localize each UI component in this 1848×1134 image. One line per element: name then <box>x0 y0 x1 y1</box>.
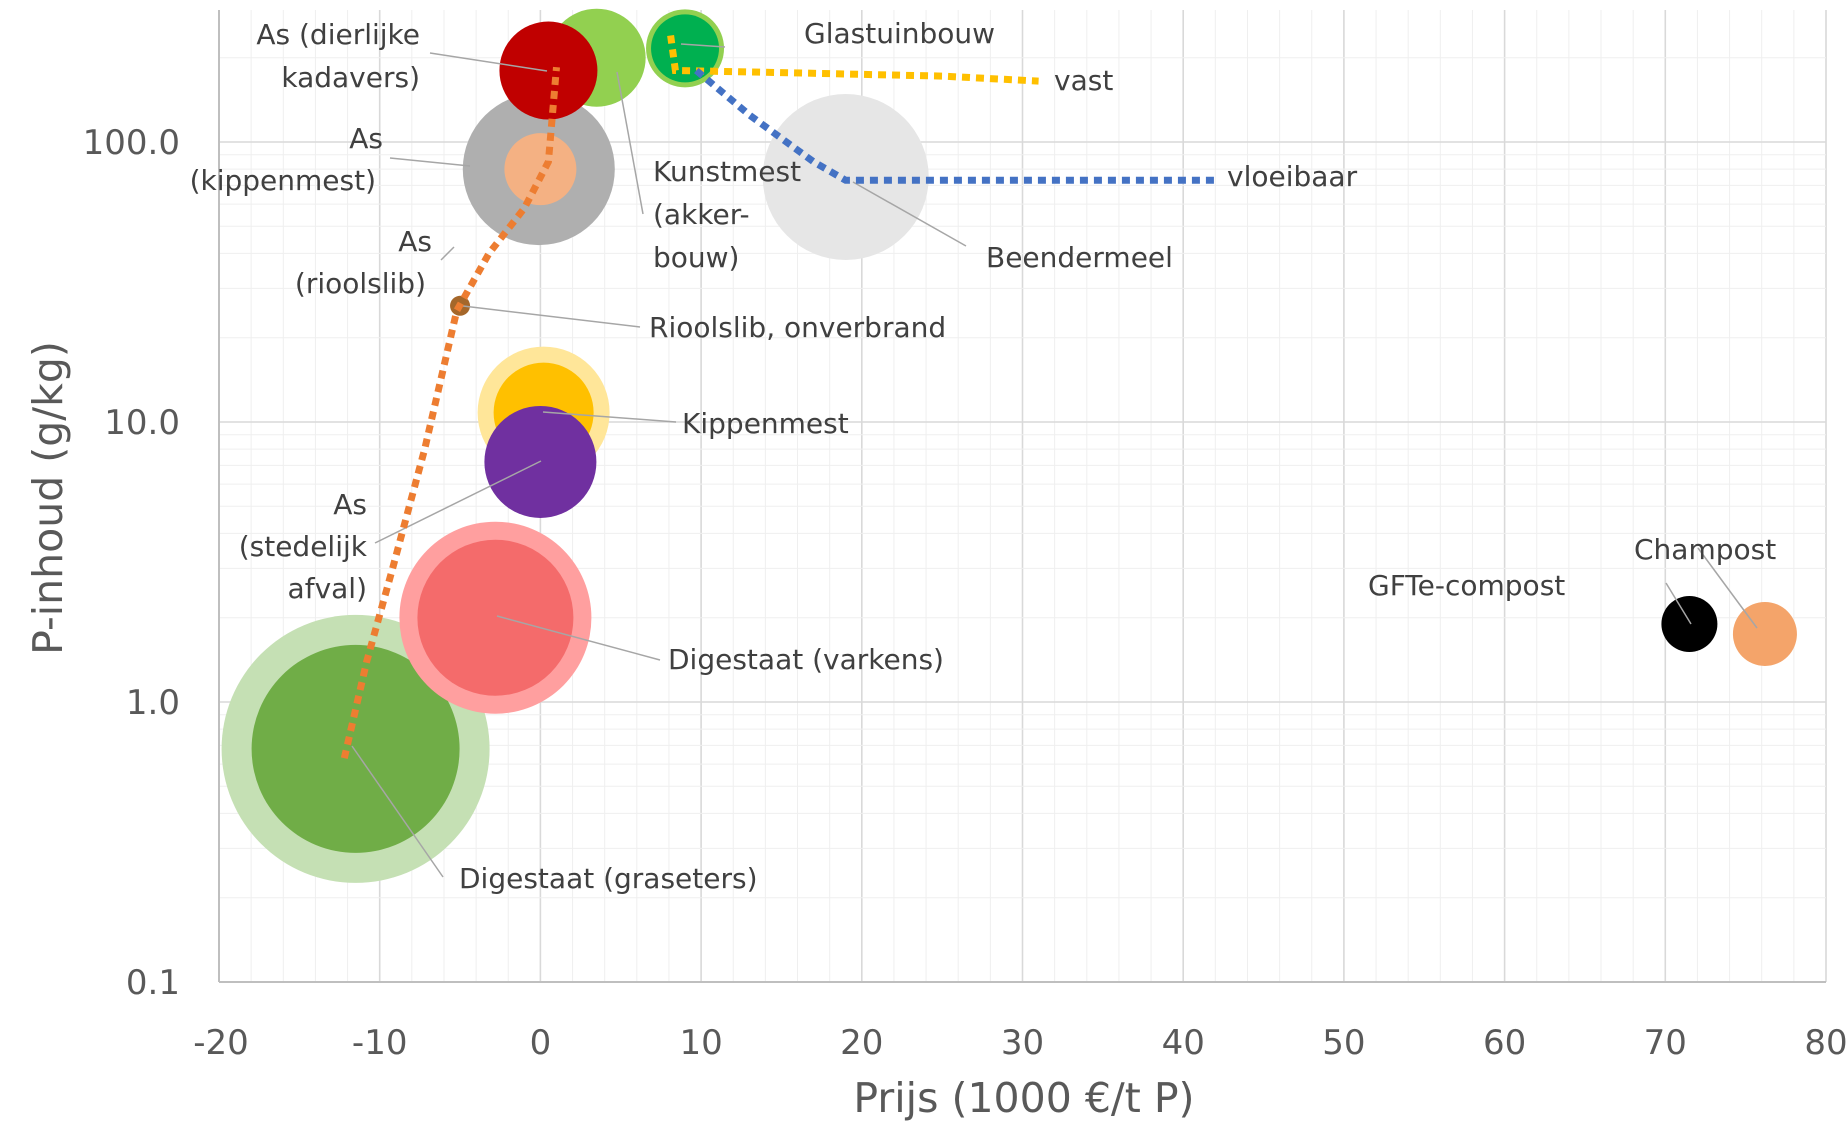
y-tick-label: 100.0 <box>83 123 180 163</box>
point-label: (kippenmest) <box>190 164 376 197</box>
y-axis-title: P-inhoud (g/kg) <box>24 341 72 655</box>
x-tick-label: 10 <box>679 1023 722 1063</box>
leader-line <box>462 305 641 328</box>
x-axis-title: Prijs (1000 €/t P) <box>853 1074 1194 1122</box>
leader-line <box>1665 582 1692 625</box>
point-label: As <box>349 122 383 155</box>
leader-line <box>616 71 644 215</box>
point-label: As <box>333 488 367 521</box>
x-tick-label: 80 <box>1804 1023 1847 1063</box>
leader-line <box>852 181 967 247</box>
leader-lines <box>351 43 1758 878</box>
bubble-point <box>651 14 720 83</box>
bubble-point <box>417 539 574 696</box>
leader-line <box>374 460 542 544</box>
point-label: bouw) <box>653 241 739 274</box>
point-label: (rioolslib) <box>295 267 426 300</box>
bubbles <box>221 8 1797 883</box>
x-tick-label: 40 <box>1162 1023 1205 1063</box>
x-tick-label: 0 <box>530 1023 552 1063</box>
point-labels: As (dierlijke kadavers) As (kippenmest) As (r… <box>190 17 1777 895</box>
trend-lines <box>340 35 1216 759</box>
point-label: Beendermeel <box>986 241 1173 274</box>
point-label: Rioolslib, onverbrand <box>649 311 946 344</box>
point-label: vast <box>1054 64 1113 97</box>
x-tick-label: 20 <box>840 1023 883 1063</box>
point-label: Glastuinbouw <box>804 17 995 50</box>
point-label: GFTe-compost <box>1368 569 1565 602</box>
y-tick-label: 0.1 <box>126 963 180 1003</box>
leader-line <box>680 43 726 48</box>
bubble-point <box>499 21 598 120</box>
point-label: Digestaat (varkens) <box>668 643 944 676</box>
trend-line <box>340 66 560 759</box>
point-label: Digestaat (graseters) <box>459 862 758 895</box>
point-label: Kunstmest <box>653 155 801 188</box>
point-label: Champost <box>1634 533 1776 566</box>
point-label: As <box>398 225 432 258</box>
bubble-point <box>1732 601 1797 666</box>
leader-line <box>496 615 661 661</box>
leader-line <box>440 246 455 261</box>
trend-line <box>667 35 1039 85</box>
grid-lines <box>218 10 1827 983</box>
leader-line <box>542 411 677 423</box>
point-label: (stedelijk <box>239 530 368 563</box>
trend-line <box>694 67 1216 184</box>
x-tick-label: 70 <box>1644 1023 1687 1063</box>
leader-line <box>389 157 471 167</box>
point-label: (akker- <box>653 198 750 231</box>
leader-line <box>351 745 444 878</box>
point-label: vloeibaar <box>1227 160 1358 193</box>
y-tick-label: 10.0 <box>104 403 180 443</box>
leader-line <box>1697 547 1758 629</box>
point-label: kadavers) <box>281 61 420 94</box>
x-tick-label: -10 <box>352 1023 408 1063</box>
x-tick-label: 30 <box>1001 1023 1044 1063</box>
x-tick-label: 60 <box>1483 1023 1526 1063</box>
point-label: afval) <box>288 572 367 605</box>
point-label: As (dierlijke <box>256 18 420 51</box>
point-label: Kippenmest <box>682 407 849 440</box>
bubble-point <box>504 133 577 206</box>
bubble-point <box>1661 595 1718 652</box>
x-tick-label: -20 <box>193 1023 249 1063</box>
tick-labels: -20 -10 0 10 20 30 40 50 60 70 80 0.1 1.0 10.0 100.0 <box>83 123 1848 1063</box>
x-tick-label: 50 <box>1322 1023 1365 1063</box>
leader-line <box>429 52 548 72</box>
axes <box>218 10 1826 983</box>
y-tick-label: 1.0 <box>126 683 180 723</box>
bubble-point <box>251 644 460 853</box>
